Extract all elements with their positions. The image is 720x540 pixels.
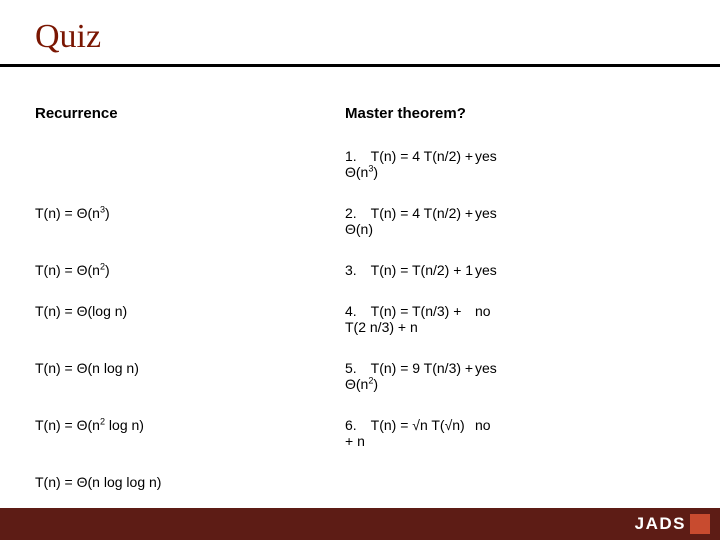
quiz-table: Recurrence Master theorem? 1. T(n) = 4 T… <box>35 105 685 515</box>
title-underline <box>0 64 720 67</box>
answer-cell: yes <box>475 148 685 205</box>
recurrence-cell: 5. T(n) = 9 T(n/3) + Θ(n2) <box>345 360 475 417</box>
header-master: Master theorem? <box>345 105 475 148</box>
answer-cell: yes <box>475 262 685 303</box>
footer-logo: JADS <box>635 514 710 534</box>
row-number: 4. <box>345 303 367 319</box>
recurrence-cell: 1. T(n) = 4 T(n/2) + Θ(n3) <box>345 148 475 205</box>
recurrence-cell: 4. T(n) = T(n/3) + T(2 n/3) + n <box>345 303 475 360</box>
solution-cell: T(n) = Θ(n2) <box>35 262 345 303</box>
row-number: 3. <box>345 262 367 278</box>
solution-cell: T(n) = Θ(n log n) <box>35 360 345 417</box>
answer-cell: no <box>475 303 685 360</box>
solution-cell: T(n) = Θ(n2 log n) <box>35 417 345 474</box>
answer-cell: yes <box>475 205 685 262</box>
recurrence-cell: 3. T(n) = T(n/2) + 1 <box>345 262 475 303</box>
answer-cell: no <box>475 417 685 474</box>
recurrence-cell: 6. T(n) = √n T(√n) + n <box>345 417 475 474</box>
solution-cell: T(n) = Θ(log n) <box>35 303 345 360</box>
footer-bar: JADS <box>0 508 720 540</box>
recurrence-cell: 2. T(n) = 4 T(n/2) + Θ(n) <box>345 205 475 262</box>
slide-title: Quiz <box>35 18 685 56</box>
answer-cell: yes <box>475 360 685 417</box>
logo-text: JADS <box>635 514 686 534</box>
row-number: 2. <box>345 205 367 221</box>
slide-container: Quiz Recurrence Master theorem? 1. T(n) … <box>0 0 720 540</box>
header-recurrence: Recurrence <box>35 105 345 148</box>
row-number: 6. <box>345 417 367 433</box>
row-number: 1. <box>345 148 367 164</box>
row-number: 5. <box>345 360 367 376</box>
header-solution <box>475 105 685 148</box>
logo-accent-box <box>690 514 710 534</box>
solution-cell: T(n) = Θ(n3) <box>35 205 345 262</box>
